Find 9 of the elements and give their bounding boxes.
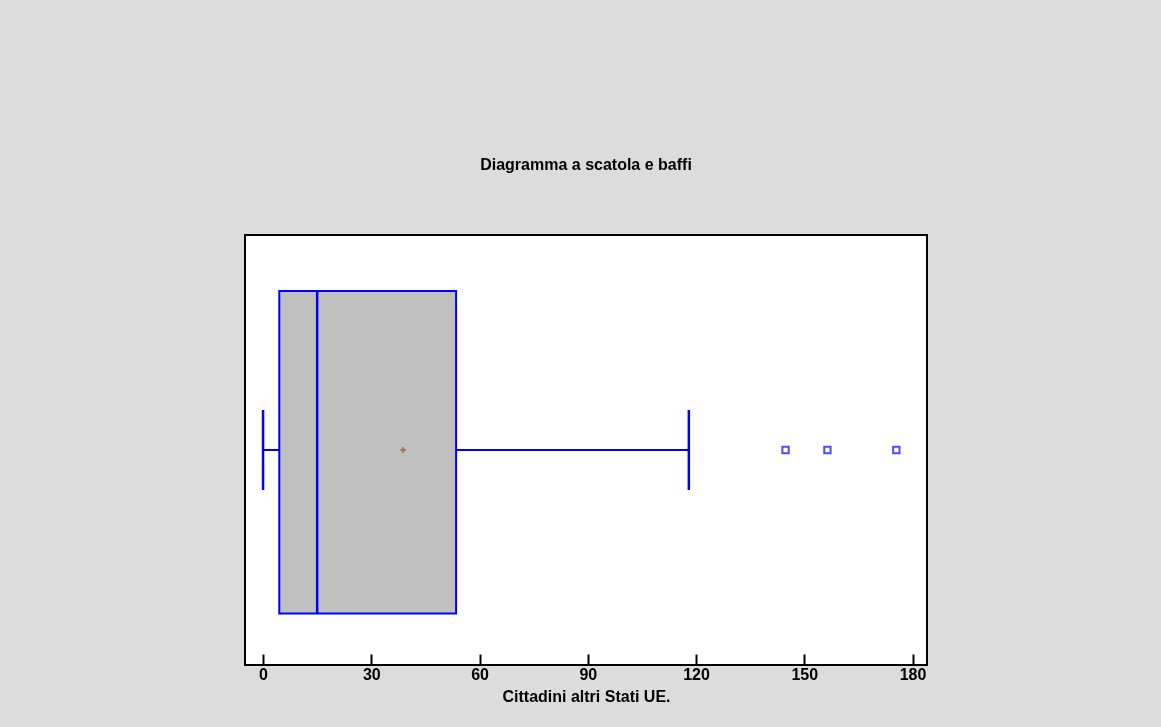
x-tick-label: 120 [683, 665, 710, 683]
x-tick-label: 0 [259, 665, 269, 683]
x-tick-label: 60 [471, 665, 490, 683]
x-tick-label: 90 [579, 665, 598, 683]
x-tick-label: 30 [362, 665, 381, 683]
x-axis-title: Cittadini altri Stati UE. [502, 687, 671, 705]
x-tick-label: 180 [899, 665, 927, 683]
x-tick-label: 150 [791, 665, 819, 683]
chart-title: Diagramma a scatola e baffi [480, 156, 692, 173]
